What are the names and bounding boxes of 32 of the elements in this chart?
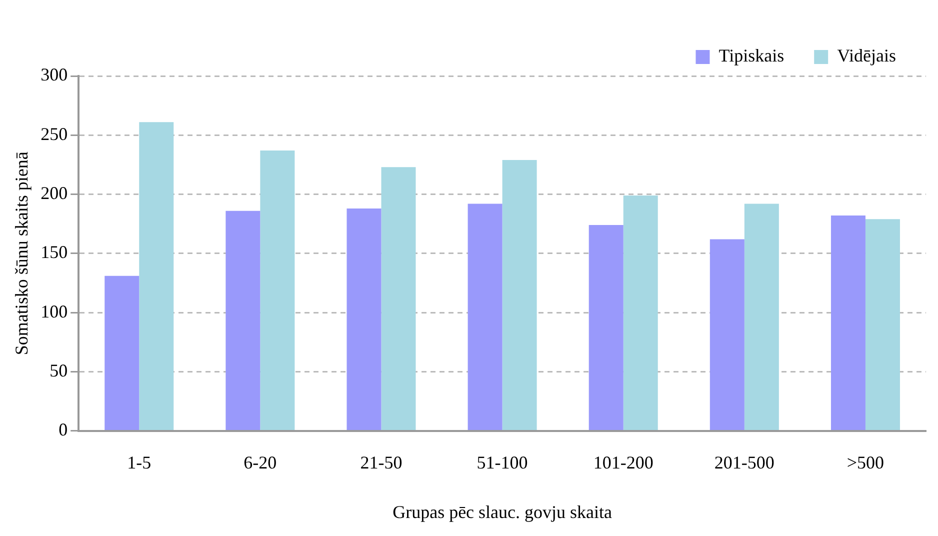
bar — [346, 208, 382, 430]
bar — [710, 239, 744, 430]
legend-label: Tipiskais — [718, 46, 784, 66]
y-tick-label: 0 — [58, 420, 68, 440]
bar — [623, 195, 658, 430]
bar — [588, 225, 624, 430]
bar — [502, 160, 537, 430]
bar — [468, 204, 502, 430]
y-tick-label: 100 — [40, 301, 68, 322]
x-axis-title: Grupas pēc slauc. govju skaita — [392, 502, 612, 522]
x-tick-label: 21-50 — [360, 452, 402, 472]
x-tick-label: >500 — [846, 452, 884, 472]
bar — [744, 204, 779, 430]
x-tick-label: 6-20 — [244, 452, 277, 472]
bar — [830, 216, 866, 430]
y-tick-label: 300 — [40, 64, 68, 85]
x-tick-label: 201-500 — [714, 452, 774, 472]
bar — [226, 210, 260, 430]
y-tick-label: 200 — [40, 183, 68, 203]
x-tick-label: 51-100 — [476, 452, 528, 472]
legend-label: Vidējais — [837, 46, 896, 66]
x-tick-label: 1-5 — [127, 452, 152, 472]
bar — [381, 167, 416, 430]
y-axis-title: Somatisko šūnu skaits pienā — [12, 152, 32, 356]
x-tick-label: 101-200 — [593, 452, 654, 472]
y-tick-label: 50 — [50, 360, 68, 380]
bar — [260, 150, 295, 430]
bar — [865, 219, 900, 430]
bar — [139, 122, 174, 430]
bar — [104, 276, 140, 430]
y-tick-label: 250 — [40, 124, 68, 144]
y-tick-label: 150 — [40, 242, 68, 262]
